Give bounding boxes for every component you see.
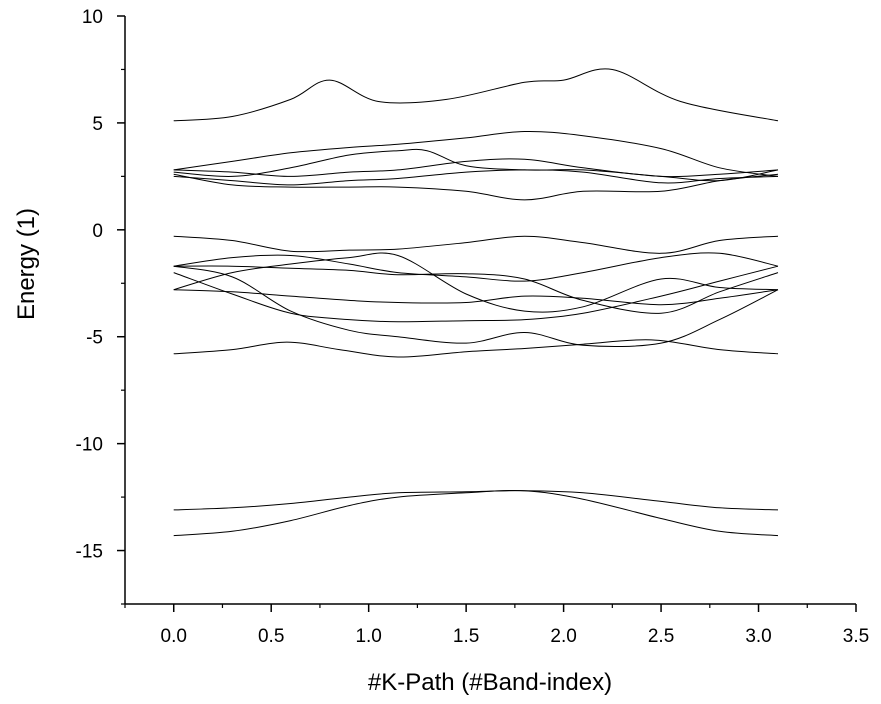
band-7-line xyxy=(173,252,779,313)
band-15-line xyxy=(173,130,779,177)
x-tick-label: 3.5 xyxy=(843,626,869,647)
x-tick-labels: 0.0 0.5 1.0 1.5 2.0 2.5 3.0 3.5 xyxy=(161,626,870,647)
y-tick-label: 5 xyxy=(92,114,103,135)
band-14-line xyxy=(173,148,779,182)
band-4-line xyxy=(173,265,779,348)
band-3-line xyxy=(173,339,779,358)
band-2-line xyxy=(173,490,779,511)
x-tick-label: 2.5 xyxy=(648,626,674,647)
band-12-line xyxy=(173,169,779,186)
y-tick-label: 0 xyxy=(92,221,103,242)
band-6-line xyxy=(173,289,779,306)
band-10-line xyxy=(173,235,779,254)
x-tick-label: 1.0 xyxy=(355,626,381,647)
band-11-line xyxy=(173,173,779,201)
band-13-line xyxy=(173,158,779,178)
x-tick-label: 3.0 xyxy=(745,626,771,647)
x-axis-title: #K-Path (#Band-index) xyxy=(368,669,612,696)
band-8-line xyxy=(173,252,779,282)
y-tick-label: 10 xyxy=(82,7,103,28)
band-9-line xyxy=(173,265,779,314)
axes xyxy=(124,16,856,605)
band-1-line xyxy=(173,489,779,537)
x-tick-label: 0.0 xyxy=(161,626,187,647)
x-tick-label: 0.5 xyxy=(258,626,284,647)
plot-lines xyxy=(173,68,779,537)
y-tick-label: -15 xyxy=(76,542,103,563)
ticks xyxy=(117,15,857,612)
x-tick-label: 2.0 xyxy=(550,626,576,647)
y-tick-label: -5 xyxy=(86,328,103,349)
band-16-line xyxy=(173,68,779,122)
y-tick-label: -10 xyxy=(76,435,103,456)
x-tick-label: 1.5 xyxy=(453,626,479,647)
y-tick-labels: 10 5 0 -5 -10 -15 xyxy=(76,7,103,563)
y-axis-title: Energy (1) xyxy=(13,208,40,320)
band-5-line xyxy=(173,265,779,323)
